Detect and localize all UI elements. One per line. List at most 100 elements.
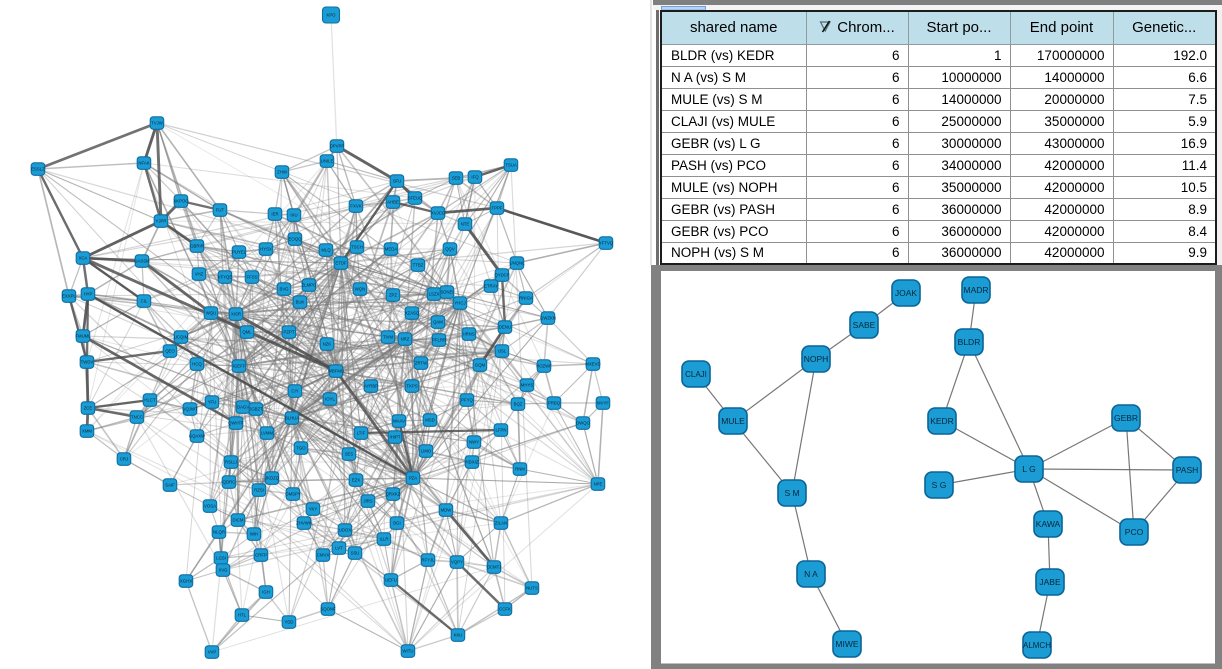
svg-text:DWQO: DWQO bbox=[576, 421, 591, 426]
svg-text:XVJCG: XVJCG bbox=[431, 211, 446, 216]
svg-text:YKY: YKY bbox=[309, 507, 318, 512]
svg-text:XISR: XISR bbox=[231, 312, 241, 317]
svg-text:IGH: IGH bbox=[262, 590, 270, 595]
svg-text:RNM: RNM bbox=[515, 467, 525, 472]
svg-text:S M: S M bbox=[784, 488, 799, 498]
svg-text:UASSM: UASSM bbox=[134, 259, 150, 264]
svg-text:ZHVWH: ZHVWH bbox=[296, 521, 312, 526]
svg-text:JOAK: JOAK bbox=[895, 288, 918, 298]
svg-text:CIY: CIY bbox=[291, 389, 298, 394]
svg-text:JABE: JABE bbox=[1039, 577, 1061, 587]
svg-text:GEBR: GEBR bbox=[1114, 413, 1138, 423]
svg-text:KAWA: KAWA bbox=[1036, 519, 1061, 529]
svg-text:TNCC: TNCC bbox=[131, 415, 143, 420]
svg-text:QEO: QEO bbox=[165, 349, 175, 354]
svg-text:VHZ: VHZ bbox=[195, 272, 204, 277]
svg-text:MADR: MADR bbox=[963, 285, 988, 295]
svg-text:MHYS: MHYS bbox=[521, 383, 534, 388]
svg-text:WQU: WQU bbox=[206, 311, 217, 316]
svg-text:MDW: MDW bbox=[441, 508, 453, 513]
svg-text:SEB: SEB bbox=[452, 176, 461, 181]
svg-text:NZK: NZK bbox=[323, 342, 332, 347]
svg-text:NWY: NWY bbox=[469, 440, 479, 445]
svg-text:HOZWF: HOZWF bbox=[536, 364, 552, 369]
svg-text:BQZ: BQZ bbox=[514, 402, 523, 407]
svg-text:RSLLI: RSLLI bbox=[225, 460, 237, 465]
svg-text:IIRNS: IIRNS bbox=[463, 332, 475, 337]
svg-text:BLDR: BLDR bbox=[958, 337, 981, 347]
svg-text:GQM: GQM bbox=[475, 363, 486, 368]
svg-text:EOQQ: EOQQ bbox=[289, 237, 303, 242]
svg-text:KKU: KKU bbox=[454, 633, 463, 638]
svg-text:JGBZT: JGBZT bbox=[249, 407, 263, 412]
svg-text:JKDZQ: JKDZQ bbox=[265, 476, 280, 481]
svg-text:HYSX: HYSX bbox=[260, 247, 272, 252]
svg-text:TTBZ: TTBZ bbox=[413, 263, 424, 268]
svg-text:PCO: PCO bbox=[1125, 527, 1144, 537]
svg-text:UEFU: UEFU bbox=[385, 578, 397, 583]
svg-text:IFQ: IFQ bbox=[471, 175, 479, 180]
svg-text:N A: N A bbox=[804, 569, 818, 579]
svg-text:NLQR: NLQR bbox=[213, 530, 225, 535]
svg-text:HCQ: HCQ bbox=[192, 362, 202, 367]
svg-text:RNIGA: RNIGA bbox=[519, 296, 533, 301]
svg-text:WQN: WQN bbox=[355, 287, 366, 292]
svg-text:NUTS: NUTS bbox=[526, 586, 538, 591]
svg-text:SSU: SSU bbox=[351, 551, 360, 556]
svg-text:CLAJI: CLAJI bbox=[685, 370, 707, 379]
svg-text:TWDV: TWDV bbox=[81, 360, 94, 365]
svg-text:QAM: QAM bbox=[433, 320, 443, 325]
svg-text:NTE: NTE bbox=[461, 222, 470, 227]
svg-text:PFYQ: PFYQ bbox=[461, 398, 473, 403]
svg-text:LVMM: LVMM bbox=[261, 431, 274, 436]
svg-text:ZPZ: ZPZ bbox=[389, 293, 397, 298]
svg-text:IGEFF: IGEFF bbox=[233, 364, 246, 369]
svg-text:MSD: MSD bbox=[425, 418, 435, 423]
svg-text:MIWE: MIWE bbox=[835, 639, 858, 649]
svg-text:OCMTJ: OCMTJ bbox=[487, 565, 502, 570]
svg-text:WBFMU: WBFMU bbox=[328, 369, 344, 374]
svg-text:IER: IER bbox=[271, 212, 278, 217]
svg-text:PRBQ: PRBQ bbox=[548, 401, 561, 406]
svg-text:MXEVD: MXEVD bbox=[585, 362, 600, 367]
svg-text:QWHTF: QWHTF bbox=[228, 421, 244, 426]
svg-text:YFTVQ: YFTVQ bbox=[599, 241, 614, 246]
svg-text:CIL: CIL bbox=[141, 299, 148, 304]
svg-text:YHCJ: YHCJ bbox=[454, 301, 465, 306]
svg-text:VFYQE: VFYQE bbox=[218, 275, 233, 280]
svg-text:PFLRR: PFLRR bbox=[432, 338, 446, 343]
svg-text:VQPY: VQPY bbox=[451, 560, 463, 565]
svg-text:MLQ: MLQ bbox=[321, 248, 331, 253]
svg-text:KEDR: KEDR bbox=[930, 416, 954, 426]
svg-text:TPPF: TPPF bbox=[492, 206, 503, 211]
svg-text:ZHW: ZHW bbox=[277, 170, 288, 175]
svg-text:WIH: WIH bbox=[250, 532, 258, 537]
svg-text:BGI: BGI bbox=[393, 521, 400, 526]
svg-text:VVP: VVP bbox=[208, 650, 217, 655]
svg-text:IOYL: IOYL bbox=[325, 397, 335, 402]
svg-text:MVYF: MVYF bbox=[597, 401, 609, 406]
svg-text:LSZX: LSZX bbox=[429, 292, 440, 297]
svg-text:FXVK: FXVK bbox=[350, 204, 361, 209]
svg-text:CRFP: CRFP bbox=[255, 553, 267, 558]
svg-text:SABE: SABE bbox=[853, 320, 876, 330]
svg-text:TGO: TGO bbox=[296, 446, 306, 451]
svg-text:XZASQ: XZASQ bbox=[405, 311, 420, 316]
svg-text:L G: L G bbox=[1022, 464, 1035, 474]
svg-text:ETDF: ETDF bbox=[335, 261, 347, 266]
svg-text:UNQNL: UNQNL bbox=[509, 261, 525, 266]
svg-text:RZSI: RZSI bbox=[254, 488, 264, 493]
svg-text:LMIO: LMIO bbox=[421, 449, 432, 454]
svg-text:AYRBP: AYRBP bbox=[364, 384, 378, 389]
svg-text:XMM: XMM bbox=[82, 429, 92, 434]
svg-text:HYP: HYP bbox=[84, 292, 93, 297]
svg-text:VOSA: VOSA bbox=[204, 504, 216, 509]
svg-text:ILLR: ILLR bbox=[379, 537, 388, 542]
svg-text:QQV: QQV bbox=[445, 247, 455, 252]
svg-text:HLCT: HLCT bbox=[144, 398, 156, 403]
svg-text:WAAV: WAAV bbox=[393, 419, 405, 424]
svg-text:CMVX: CMVX bbox=[317, 553, 330, 558]
svg-text:TIVM: TIVM bbox=[383, 335, 394, 340]
svg-text:CCFK: CCFK bbox=[499, 607, 511, 612]
svg-text:MULE: MULE bbox=[721, 416, 745, 426]
